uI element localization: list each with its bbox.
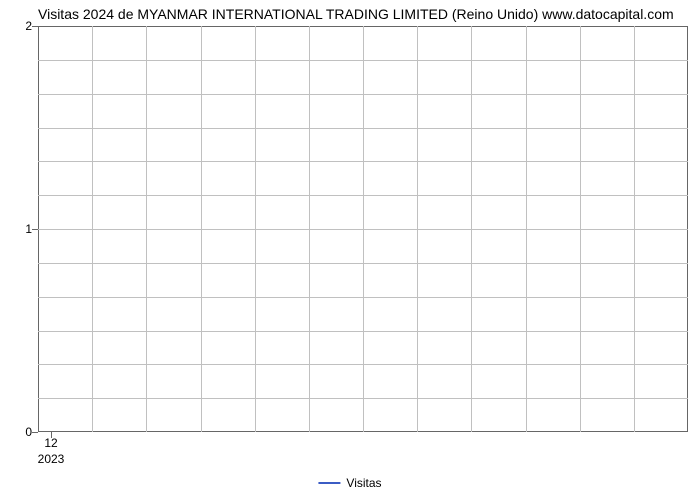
chart-title: Visitas 2024 de MYANMAR INTERNATIONAL TR…	[38, 6, 692, 22]
x-tick-label: 12	[44, 436, 57, 450]
plot-area: 012122023	[38, 26, 688, 432]
gridline-horizontal	[38, 331, 688, 332]
gridline-horizontal	[38, 398, 688, 399]
x-tick-mark	[51, 432, 52, 438]
y-tick-label: 0	[25, 425, 32, 439]
gridline-horizontal	[38, 229, 688, 230]
legend-swatch	[318, 482, 340, 484]
x-category-label: 2023	[38, 452, 65, 466]
gridline-horizontal	[38, 364, 688, 365]
y-tick-mark	[32, 26, 38, 27]
gridline-horizontal	[38, 161, 688, 162]
y-tick-label: 1	[25, 222, 32, 236]
chart-container: Visitas 2024 de MYANMAR INTERNATIONAL TR…	[0, 0, 700, 500]
gridline-horizontal	[38, 94, 688, 95]
y-tick-label: 2	[25, 19, 32, 33]
y-tick-mark	[32, 432, 38, 433]
gridline-horizontal	[38, 195, 688, 196]
gridline-horizontal	[38, 128, 688, 129]
legend: Visitas	[318, 476, 381, 490]
gridline-horizontal	[38, 297, 688, 298]
gridline-horizontal	[38, 60, 688, 61]
y-tick-mark	[32, 229, 38, 230]
legend-label: Visitas	[346, 476, 381, 490]
gridline-horizontal	[38, 263, 688, 264]
